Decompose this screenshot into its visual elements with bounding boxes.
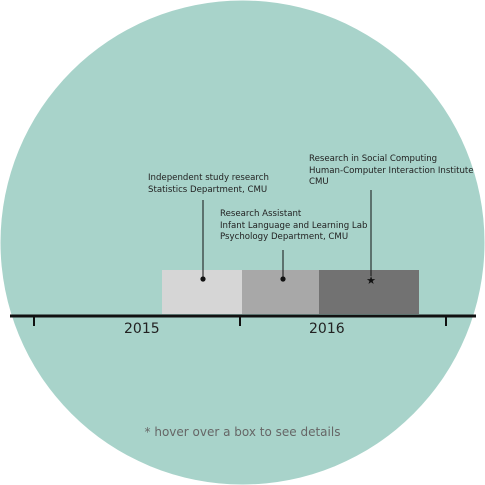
- entry-label-line: Psychology Department, CMU: [220, 232, 349, 242]
- entry-label-line: Research Assistant: [220, 209, 302, 219]
- entry-label-line: Infant Language and Learning Lab: [220, 220, 368, 231]
- year-label-2015: 2015: [124, 321, 160, 337]
- entry-label-line: Human-Computer Interaction Institute: [309, 165, 474, 176]
- entry-label-research-assistant: Research Assistant Infant Language and L…: [220, 209, 367, 244]
- entry-label-independent-study: Independent study research Statistics De…: [148, 173, 269, 196]
- marker-star-social-computing: ★: [366, 274, 376, 287]
- entry-label-line: Research in Social Computing: [309, 154, 438, 164]
- year-label-2016: 2016: [309, 321, 345, 337]
- marker-dot-independent-study: [200, 276, 206, 282]
- entry-label-line: Independent study research: [148, 173, 269, 183]
- marker-dot-research-assistant: [280, 276, 286, 282]
- hover-hint: * hover over a box to see details: [144, 425, 341, 439]
- timeline-box-research-assistant[interactable]: [242, 270, 319, 314]
- entry-label-line: Statistics Department, CMU: [148, 184, 268, 195]
- entry-label-social-computing: Research in Social Computing Human-Compu…: [309, 154, 474, 189]
- timeline-box-social-computing[interactable]: [319, 270, 419, 314]
- entry-label-line: CMU: [309, 177, 329, 187]
